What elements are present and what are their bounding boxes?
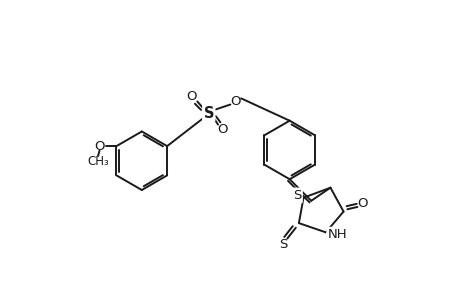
Text: O: O [230,95,241,108]
Text: CH₃: CH₃ [87,155,109,168]
Text: O: O [94,140,105,153]
Text: O: O [357,197,367,210]
Text: S: S [279,238,287,251]
Text: NH: NH [327,228,347,241]
Text: S: S [292,189,301,202]
Text: S: S [203,106,213,121]
Text: O: O [186,90,197,103]
Text: O: O [217,123,227,136]
